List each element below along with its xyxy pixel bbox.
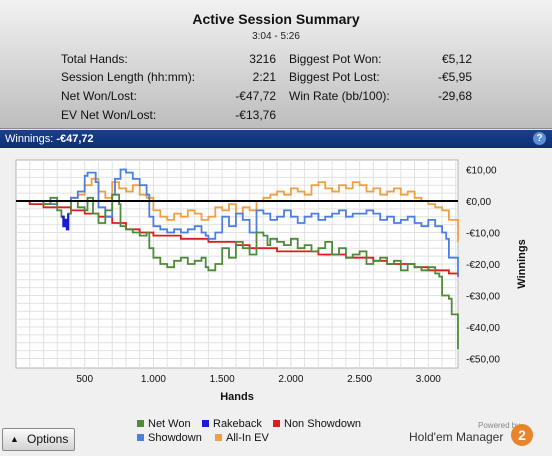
total-hands-value: 3216 bbox=[249, 52, 276, 66]
total-hands-label: Total Hands: bbox=[61, 52, 128, 66]
legend-item-showdown: Showdown bbox=[137, 432, 202, 444]
product-name: Hold'em Manager bbox=[409, 430, 504, 444]
y-tick-label: -€40,00 bbox=[466, 323, 500, 334]
session-length-value: 2:21 bbox=[252, 70, 276, 84]
legend-swatch bbox=[137, 434, 144, 441]
x-tick-label: 2.000 bbox=[278, 374, 303, 385]
hm2-logo-icon: 2 bbox=[511, 424, 533, 446]
x-tick-label: 1.500 bbox=[210, 374, 235, 385]
x-tick-label: 1.000 bbox=[141, 374, 166, 385]
biggest-pot-won-label: Biggest Pot Won: bbox=[289, 52, 382, 66]
x-tick-label: 2.500 bbox=[347, 374, 372, 385]
y-tick-label: -€30,00 bbox=[466, 292, 500, 303]
winnings-chart: €10,00 €0,00 -€10,00 -€20,00 -€30,00 -€40,00 -… bbox=[15, 159, 528, 403]
legend-swatch bbox=[273, 420, 280, 427]
axis-ticks: €10,00 €0,00 -€10,00 -€20,00 -€30,00 -€40,00 -… bbox=[76, 165, 500, 385]
legend-swatch bbox=[137, 420, 144, 427]
options-button-label: Options bbox=[27, 432, 69, 446]
y-tick-label: -€20,00 bbox=[466, 260, 500, 271]
session-time-range: 3:04 - 5:26 bbox=[252, 31, 300, 42]
legend-label: Showdown bbox=[148, 432, 202, 444]
legend-label: Net Won bbox=[148, 418, 191, 430]
series-line-all-in-ev bbox=[16, 178, 459, 242]
powered-by-text: Powered by bbox=[478, 421, 521, 430]
legend-item-net-won: Net Won bbox=[137, 418, 191, 430]
summary-panel: Active Session Summary 3:04 - 5:26 Total… bbox=[0, 0, 552, 129]
summary-title: Active Session Summary bbox=[192, 11, 360, 27]
x-axis-label: Hands bbox=[220, 391, 254, 403]
winnings-value: -€47,72 bbox=[56, 133, 94, 145]
winnings-header-text: Winnings: -€47,72 bbox=[5, 133, 94, 145]
session-length-label: Session Length (hh:mm): bbox=[61, 70, 196, 84]
x-tick-label: 3.000 bbox=[416, 374, 441, 385]
arrow-up-icon: ▲ bbox=[10, 434, 19, 444]
y-tick-label: €0,00 bbox=[466, 197, 491, 208]
series-line-net-won bbox=[16, 193, 459, 350]
legend-item-rakeback: Rakeback bbox=[202, 418, 262, 430]
x-tick-label: 500 bbox=[76, 374, 93, 385]
legend-item-non-showdown: Non Showdown bbox=[273, 418, 361, 430]
win-rate-label: Win Rate (bb/100): bbox=[289, 89, 390, 103]
legend-label: Non Showdown bbox=[284, 418, 362, 430]
net-won-value: -€47,72 bbox=[235, 89, 276, 103]
series-lines bbox=[16, 168, 459, 350]
biggest-pot-won-value: €5,12 bbox=[441, 52, 472, 66]
legend-swatch bbox=[202, 420, 209, 427]
legend-label: All-In EV bbox=[226, 432, 269, 444]
y-axis-label: Winnings bbox=[516, 239, 528, 288]
legend-label: Rakeback bbox=[213, 418, 262, 430]
legend-swatch bbox=[215, 434, 222, 441]
y-tick-label: -€10,00 bbox=[466, 228, 500, 239]
win-rate-value: -29,68 bbox=[437, 89, 472, 103]
net-won-label: Net Won/Lost: bbox=[61, 89, 137, 103]
ev-net-won-value: -€13,76 bbox=[235, 108, 276, 122]
y-tick-label: -€50,00 bbox=[466, 355, 500, 366]
biggest-pot-lost-value: -€5,95 bbox=[437, 70, 472, 84]
winnings-label: Winnings: bbox=[5, 133, 54, 145]
legend-item-all-in-ev: All-In EV bbox=[215, 432, 269, 444]
help-icon[interactable]: ? bbox=[533, 132, 546, 145]
winnings-header-bar: Winnings: -€47,72 ? bbox=[0, 130, 552, 148]
y-tick-label: €10,00 bbox=[466, 165, 497, 176]
biggest-pot-lost-label: Biggest Pot Lost: bbox=[289, 70, 380, 84]
chart-panel: €10,00 €0,00 -€10,00 -€20,00 -€30,00 -€40,00 -… bbox=[0, 148, 552, 456]
series-line-rakeback bbox=[61, 213, 70, 231]
ev-net-won-label: EV Net Won/Lost: bbox=[61, 108, 157, 122]
options-button[interactable]: ▲ Options bbox=[2, 428, 75, 451]
